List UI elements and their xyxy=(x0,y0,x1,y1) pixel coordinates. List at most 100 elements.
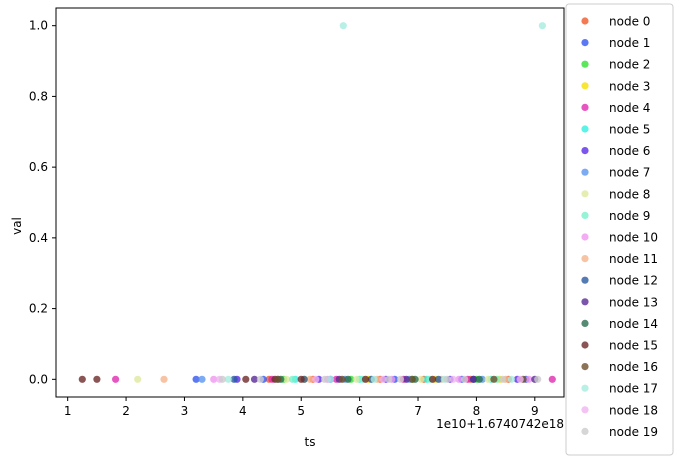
legend-label: node 2 xyxy=(609,58,650,72)
legend-marker xyxy=(581,233,589,241)
data-point xyxy=(78,375,86,383)
legend-label: node 19 xyxy=(609,425,658,439)
data-point xyxy=(134,375,142,383)
data-point xyxy=(218,375,226,383)
legend-item: node 12 xyxy=(581,274,658,288)
data-point xyxy=(160,375,168,383)
x-tick-label: 9 xyxy=(531,404,539,418)
legend-label: node 18 xyxy=(609,403,658,417)
y-tick-label: 0.2 xyxy=(29,302,48,316)
legend-label: node 15 xyxy=(609,339,658,353)
legend-item: node 13 xyxy=(581,295,658,309)
x-tick-label: 8 xyxy=(473,404,481,418)
legend-marker xyxy=(581,384,589,392)
legend-marker xyxy=(581,406,589,414)
data-point xyxy=(242,375,250,383)
legend-marker xyxy=(581,298,589,306)
data-point xyxy=(534,375,542,383)
plot-frame xyxy=(55,7,565,398)
data-point xyxy=(353,375,361,383)
data-point xyxy=(538,22,547,30)
data-point xyxy=(250,375,259,383)
data-point xyxy=(370,375,378,383)
y-axis-label: val xyxy=(10,217,24,235)
data-point xyxy=(338,375,346,383)
data-point xyxy=(443,375,451,383)
legend-label: node 4 xyxy=(609,101,650,115)
legend-label: node 6 xyxy=(609,144,650,158)
legend-item: node 0 xyxy=(581,15,650,29)
legend-label: node 13 xyxy=(609,295,658,309)
data-point xyxy=(312,375,320,383)
legend-label: node 11 xyxy=(609,252,658,266)
legend-box xyxy=(565,3,674,456)
data-point xyxy=(361,375,370,383)
data-point xyxy=(321,375,329,383)
data-point xyxy=(484,375,492,383)
legend-item: node 6 xyxy=(581,144,650,158)
legend-label: node 14 xyxy=(609,317,658,331)
data-point xyxy=(339,22,347,30)
data-point xyxy=(449,375,457,383)
legend-label: node 8 xyxy=(609,187,650,201)
legend-item: node 19 xyxy=(581,425,658,439)
legend-item: node 11 xyxy=(581,252,658,266)
y-tick-label: 0.4 xyxy=(29,231,48,245)
legend-label: node 5 xyxy=(609,123,650,137)
plot-marks xyxy=(78,22,556,383)
data-point xyxy=(306,375,314,383)
x-axis-offset-label: 1e10+1.6740742e18 xyxy=(436,417,564,431)
data-point xyxy=(499,375,507,383)
y-tick-label: 0.0 xyxy=(29,372,48,386)
legend-item: node 4 xyxy=(581,101,650,115)
legend-marker xyxy=(581,319,589,327)
legend-item: node 8 xyxy=(581,187,650,201)
legend-marker xyxy=(581,255,589,263)
legend-item: node 3 xyxy=(581,79,650,93)
data-point xyxy=(326,375,334,383)
legend-item: node 17 xyxy=(581,382,658,396)
data-point xyxy=(408,375,416,383)
x-axis: 1 2 3 4 5 6 7 8 9 xyxy=(64,397,539,418)
legend-label: node 7 xyxy=(609,166,650,180)
data-point xyxy=(112,375,120,383)
y-tick-label: 0.6 xyxy=(29,160,48,174)
data-point xyxy=(469,375,478,383)
legend-item: node 16 xyxy=(581,360,658,374)
data-point xyxy=(283,375,291,383)
legend-item: node 5 xyxy=(581,123,650,137)
data-point xyxy=(475,375,483,383)
legend-item: node 9 xyxy=(581,209,650,223)
legend-label: node 12 xyxy=(609,274,658,288)
x-tick-label: 4 xyxy=(239,404,247,418)
data-point xyxy=(344,375,352,383)
data-point xyxy=(461,375,469,383)
data-point xyxy=(525,375,533,383)
data-point xyxy=(379,375,387,383)
legend-label: node 17 xyxy=(609,382,658,396)
legend-item: node 10 xyxy=(581,231,658,245)
data-point xyxy=(297,375,305,383)
legend-item: node 15 xyxy=(581,339,658,353)
data-point xyxy=(224,375,232,383)
legend-marker xyxy=(581,211,589,219)
legend-marker xyxy=(581,190,589,198)
legend-item: node 7 xyxy=(581,166,650,180)
legend: node 0 node 1 node 2 node 3 node 4 node 5 node… xyxy=(565,3,674,456)
x-tick-label: 7 xyxy=(414,404,422,418)
legend-item: node 1 xyxy=(581,36,650,50)
legend-marker xyxy=(581,427,589,435)
data-point xyxy=(230,375,238,383)
data-point xyxy=(198,375,206,383)
data-point xyxy=(434,375,443,383)
x-tick-label: 2 xyxy=(122,404,130,418)
legend-label: node 16 xyxy=(609,360,658,374)
legend-item: node 18 xyxy=(581,403,658,417)
data-point xyxy=(507,375,515,383)
legend-marker xyxy=(581,125,589,133)
data-point xyxy=(429,375,437,383)
x-axis-label: ts xyxy=(305,435,316,449)
legend-marker xyxy=(581,60,589,68)
data-point xyxy=(288,375,297,383)
